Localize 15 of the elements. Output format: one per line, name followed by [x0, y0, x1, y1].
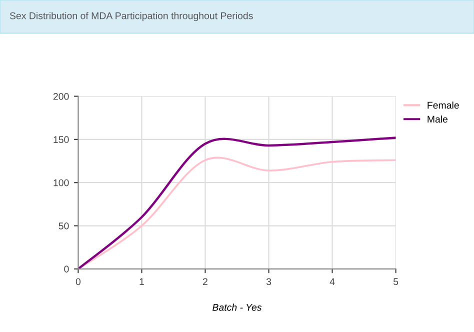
- legend-label: Male: [428, 116, 448, 123]
- y-tick-label: 200: [53, 93, 69, 100]
- x-tick-label: 5: [393, 278, 398, 286]
- x-tick-label: 3: [266, 278, 272, 286]
- x-tick-label: 2: [203, 278, 208, 285]
- y-tick-label: 100: [54, 179, 69, 186]
- x-tick-label: 0: [76, 278, 81, 286]
- chart-title: Sex Distribution of MDA Participation throughout Periods: [10, 12, 253, 22]
- y-tick-label: 150: [54, 136, 69, 144]
- legend-label: Female: [428, 102, 459, 109]
- y-tick-label: 0: [64, 266, 69, 273]
- x-tick-label: 4: [330, 278, 335, 285]
- x-tick-label: 1: [140, 278, 144, 285]
- y-tick-label: 50: [58, 222, 69, 230]
- x-axis-title: Batch - Yes: [212, 304, 262, 311]
